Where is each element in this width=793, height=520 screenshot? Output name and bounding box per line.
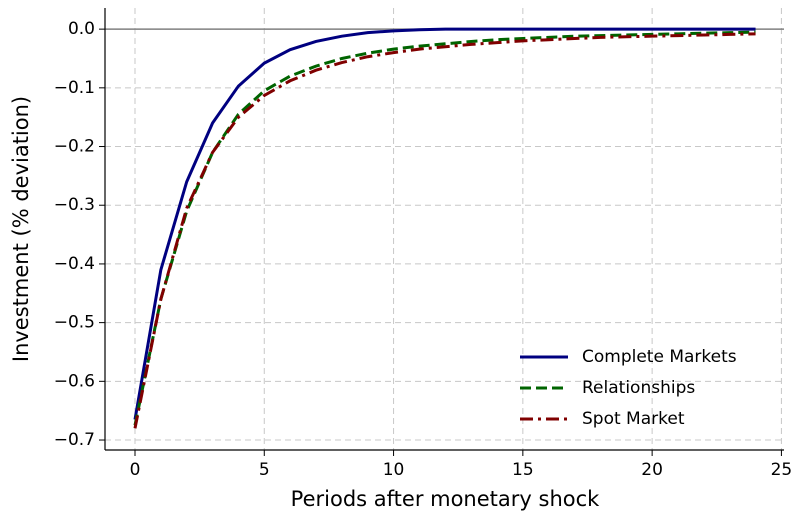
y-tick-label: −0.3	[54, 195, 95, 215]
x-tick-label: 25	[771, 460, 793, 480]
series-line	[133, 30, 756, 426]
legend-label: Relationships	[582, 378, 695, 398]
y-tick-label: −0.7	[54, 430, 95, 450]
y-tick-label: 0.0	[68, 19, 95, 39]
legend-label: Spot Market	[582, 409, 685, 429]
y-tick-label: −0.1	[54, 78, 95, 98]
legend-label: Complete Markets	[582, 347, 737, 367]
x-axis-label: Periods after monetary shock	[291, 487, 600, 511]
x-tick-label: 0	[130, 460, 141, 480]
x-tick-label: 10	[383, 460, 405, 480]
y-tick-label: −0.6	[54, 371, 95, 391]
y-axis-label: Investment (% deviation)	[9, 96, 33, 362]
y-tick-label: −0.4	[54, 254, 95, 274]
x-tick-label: 15	[512, 460, 534, 480]
series-line	[133, 27, 756, 420]
y-tick-label: −0.2	[54, 137, 95, 157]
y-tick-label: −0.5	[54, 313, 95, 333]
series-line	[133, 32, 756, 429]
x-tick-label: 5	[259, 460, 270, 480]
x-tick-label: 20	[641, 460, 663, 480]
